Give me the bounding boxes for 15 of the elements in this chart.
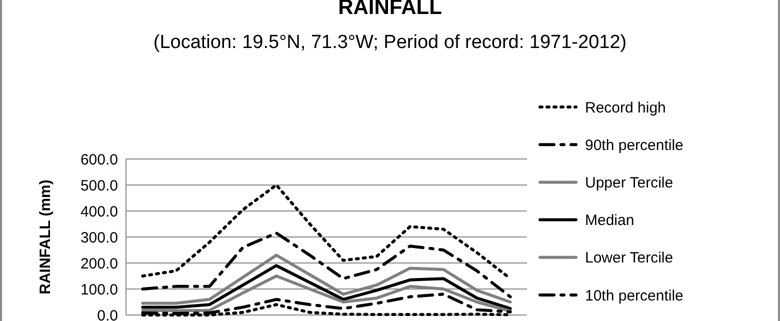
legend-label: Median xyxy=(585,212,634,230)
chart-subtitle: (Location: 19.5°N, 71.3°W; Period of record: 1971-2012) xyxy=(153,32,627,53)
y-tick-label: 100.0 xyxy=(80,281,118,298)
legend-label: Lower Tercile xyxy=(585,250,674,267)
y-tick-label: 200.0 xyxy=(80,255,118,272)
legend-label: Record high xyxy=(585,99,666,116)
y-tick-label: 0.0 xyxy=(97,307,118,321)
legend-label: 10th percentile xyxy=(585,287,684,304)
y-axis-title: RAINFALL (mm) xyxy=(37,180,54,294)
y-tick-label: 300.0 xyxy=(80,229,118,246)
legend-label: 90th percentile xyxy=(585,136,684,154)
y-tick-label: 400.0 xyxy=(80,203,118,220)
y-tick-label: 500.0 xyxy=(80,177,118,194)
y-tick-label: 600.0 xyxy=(80,151,118,168)
legend-label: Upper Tercile xyxy=(585,174,674,192)
